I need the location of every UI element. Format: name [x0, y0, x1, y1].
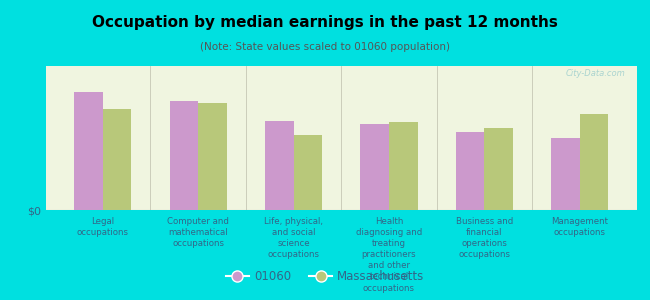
Bar: [456, 132, 484, 210]
Bar: [294, 135, 322, 210]
Bar: [74, 92, 103, 210]
Bar: [484, 128, 513, 210]
Bar: [580, 113, 608, 210]
Text: Occupation by median earnings in the past 12 months: Occupation by median earnings in the pas…: [92, 15, 558, 30]
Text: (Note: State values scaled to 01060 population): (Note: State values scaled to 01060 popu…: [200, 42, 450, 52]
Bar: [360, 124, 389, 210]
Bar: [103, 109, 131, 210]
Bar: [170, 100, 198, 210]
Bar: [265, 121, 294, 210]
Legend: 01060, Massachusetts: 01060, Massachusetts: [221, 266, 429, 288]
Text: City-Data.com: City-Data.com: [566, 69, 625, 78]
Bar: [551, 138, 580, 210]
Bar: [389, 122, 417, 210]
Bar: [198, 103, 227, 210]
